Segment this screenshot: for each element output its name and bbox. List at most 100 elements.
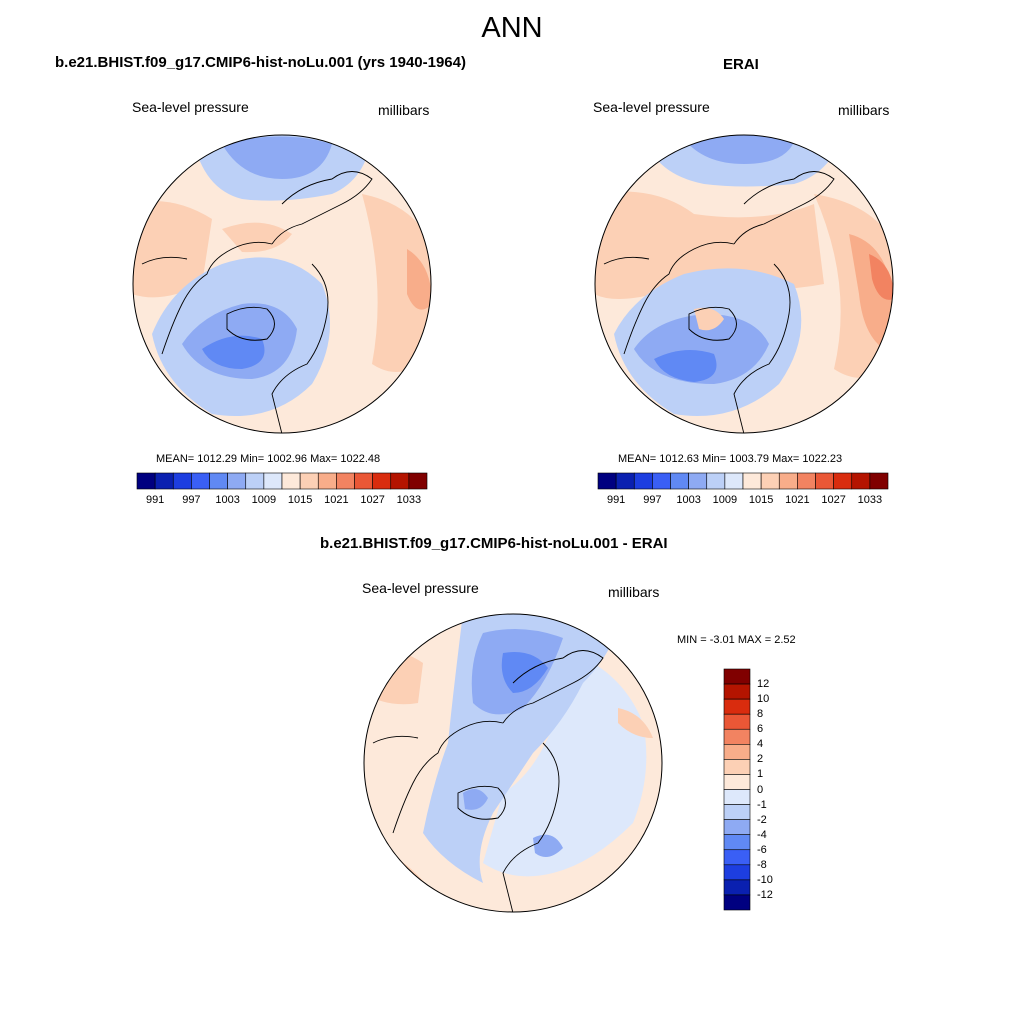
diff-colorbar-cell xyxy=(723,668,751,685)
diff-colorbar-cell xyxy=(723,834,751,851)
diff-colorbar-label: 1 xyxy=(757,768,764,781)
diff-colorbar-cell xyxy=(723,819,751,835)
obs-colorbar-cell xyxy=(670,472,689,490)
obs-colorbar-cell xyxy=(706,472,726,490)
diff-colorbar-cell xyxy=(723,864,751,881)
obs-stats: MEAN= 1012.63 Min= 1003.79 Max= 1022.23 xyxy=(618,453,843,465)
diff-colorbar-cell xyxy=(723,774,751,790)
diff-colorbar-cell xyxy=(723,744,751,760)
diff-variable-label: Sea-level pressure xyxy=(362,580,479,596)
obs-colorbar-tick: 1009 xyxy=(712,494,738,506)
model-colorbar-cell xyxy=(172,472,192,490)
diff-colorbar-label: 6 xyxy=(757,723,764,736)
model-colorbar-cell xyxy=(227,472,247,490)
model-colorbar-cell xyxy=(408,472,428,490)
obs-colorbar-cell xyxy=(615,472,635,490)
obs-colorbar-cell xyxy=(724,472,744,490)
model-colorbar-cell xyxy=(263,472,283,490)
diff-colorbar-label: 12 xyxy=(757,678,770,691)
obs-colorbar-cell xyxy=(688,472,708,490)
model-colorbar-tick: 1015 xyxy=(287,494,313,506)
obs-colorbar-cell xyxy=(652,472,671,490)
obs-colorbar-cell xyxy=(760,472,780,490)
figure-title: ANN xyxy=(481,12,543,44)
diff-colorbar-cell xyxy=(723,698,751,715)
model-colorbar-tick: 991 xyxy=(145,494,165,506)
model-colorbar-cell xyxy=(136,472,156,490)
model-colorbar-ticks: 991 997 1003 1009 1015 1021 1027 1033 xyxy=(137,494,427,508)
model-colorbar-cell xyxy=(245,472,265,490)
diff-colorbar-label: -10 xyxy=(757,873,773,886)
diff-stats: MIN = -3.01 MAX = 2.52 xyxy=(677,634,796,646)
model-colorbar-cell xyxy=(154,472,174,490)
model-stats: MEAN= 1012.29 Min= 1002.96 Max= 1022.48 xyxy=(156,453,381,465)
obs-colorbar-cell xyxy=(833,472,853,490)
obs-units-label: millibars xyxy=(838,102,890,118)
model-colorbar-cell xyxy=(209,472,228,490)
obs-colorbar-cell xyxy=(633,472,653,490)
model-units-label: millibars xyxy=(378,102,430,118)
obs-colorbar-tick: 1003 xyxy=(676,494,701,506)
diff-colorbar-label: 0 xyxy=(757,783,764,796)
model-colorbar-tick: 997 xyxy=(182,494,201,506)
diff-panel-title: b.e21.BHIST.f09_g17.CMIP6-hist-noLu.001 … xyxy=(320,535,668,552)
diff-colorbar-cell xyxy=(723,713,751,730)
diff-colorbar-cell xyxy=(723,789,751,805)
diff-colorbar-cell xyxy=(723,849,751,866)
diff-colorbar-cell xyxy=(723,683,751,700)
obs-colorbar-cell xyxy=(851,472,871,490)
model-colorbar-cell xyxy=(191,472,210,490)
obs-colorbar-tick: 997 xyxy=(643,494,662,506)
obs-colorbar-ticks: 991 997 1003 1009 1015 1021 1027 1033 xyxy=(598,494,888,508)
model-colorbar-tick: 1009 xyxy=(251,494,277,506)
diff-colorbar-label: -1 xyxy=(757,798,767,811)
model-colorbar-cell xyxy=(317,472,337,490)
diff-colorbar-label: -12 xyxy=(757,888,773,901)
diff-colorbar xyxy=(723,668,751,911)
model-colorbar-cell xyxy=(354,472,373,490)
obs-colorbar xyxy=(597,472,889,490)
diff-colorbar-label: 4 xyxy=(757,738,764,751)
model-colorbar-cell xyxy=(390,472,410,490)
model-colorbar-cell xyxy=(336,472,355,490)
diff-polar-map xyxy=(363,613,663,913)
diff-colorbar-label: -4 xyxy=(757,828,767,841)
obs-colorbar-tick: 1015 xyxy=(748,494,774,506)
diff-colorbar-label: 10 xyxy=(757,693,770,706)
model-colorbar-cell xyxy=(372,472,392,490)
obs-colorbar-tick: 1027 xyxy=(821,494,846,506)
obs-colorbar-cell xyxy=(597,472,617,490)
model-colorbar-cell xyxy=(299,472,319,490)
model-variable-label: Sea-level pressure xyxy=(132,99,249,115)
model-colorbar-tick: 1021 xyxy=(324,494,349,506)
diff-colorbar-cell xyxy=(723,879,751,896)
obs-colorbar-cell xyxy=(742,472,762,490)
model-colorbar xyxy=(136,472,428,490)
obs-colorbar-tick: 991 xyxy=(606,494,626,506)
obs-variable-label: Sea-level pressure xyxy=(593,99,710,115)
diff-colorbar-labels: 12 10 8 6 4 2 1 0 -1 -2 -4 -6 -8 -10 -12 xyxy=(757,669,797,910)
diff-colorbar-label: 8 xyxy=(757,708,764,721)
diff-colorbar-cell xyxy=(723,804,751,820)
obs-colorbar-tick: 1021 xyxy=(785,494,810,506)
diff-colorbar-cell xyxy=(723,759,751,775)
diff-colorbar-label: -6 xyxy=(757,843,767,856)
model-panel-title: b.e21.BHIST.f09_g17.CMIP6-hist-noLu.001 … xyxy=(55,54,466,71)
model-colorbar-cell xyxy=(281,472,301,490)
obs-colorbar-cell xyxy=(797,472,816,490)
diff-colorbar-cell xyxy=(723,728,751,745)
diff-colorbar-label: 2 xyxy=(757,753,764,766)
obs-colorbar-cell xyxy=(869,472,889,490)
model-colorbar-tick: 1033 xyxy=(396,494,422,506)
diff-units-label: millibars xyxy=(608,584,660,600)
obs-colorbar-cell xyxy=(778,472,798,490)
obs-colorbar-tick: 1033 xyxy=(857,494,883,506)
model-colorbar-tick: 1027 xyxy=(360,494,385,506)
model-colorbar-tick: 1003 xyxy=(215,494,240,506)
obs-colorbar-cell xyxy=(815,472,834,490)
obs-panel-title: ERAI xyxy=(723,56,759,73)
diff-colorbar-cell xyxy=(723,894,751,911)
diff-colorbar-label: -8 xyxy=(757,858,767,871)
obs-polar-map xyxy=(594,134,894,434)
diff-colorbar-label: -2 xyxy=(757,813,767,826)
